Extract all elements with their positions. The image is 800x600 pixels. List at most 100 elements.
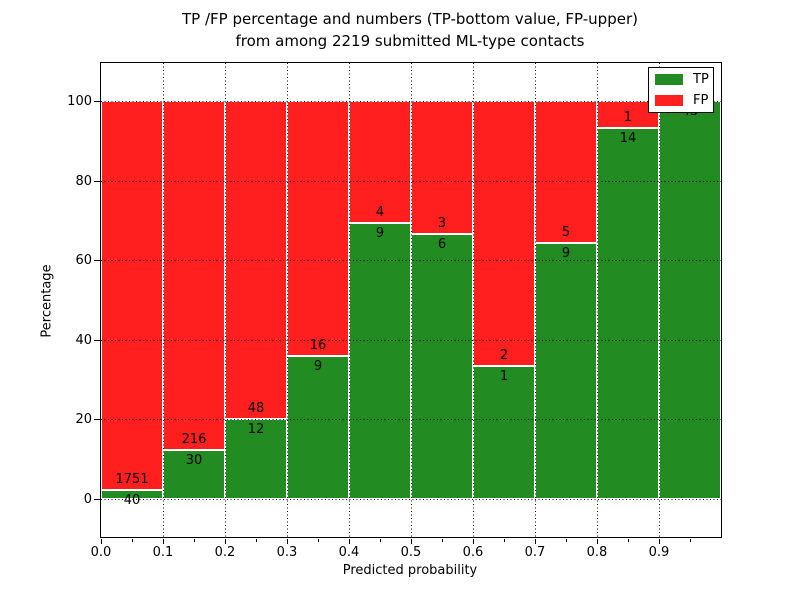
x-axis-tick bbox=[163, 539, 164, 544]
grid-line-horizontal bbox=[101, 419, 721, 421]
x-axis-minor-tick bbox=[318, 539, 319, 542]
y-tick-label: 0 bbox=[83, 492, 92, 507]
y-tick-label: 80 bbox=[75, 173, 92, 189]
x-tick-label: 0.8 bbox=[586, 545, 608, 560]
fp-legend-swatch bbox=[655, 95, 683, 106]
tp-bar bbox=[535, 243, 597, 499]
tp-bar bbox=[411, 233, 473, 499]
y-tick-label: 60 bbox=[75, 253, 92, 269]
grid-line-horizontal bbox=[101, 180, 721, 182]
tp-bar bbox=[349, 223, 411, 499]
fp-bar bbox=[287, 101, 349, 356]
grid-line-vertical bbox=[410, 63, 412, 537]
x-axis-minor-tick bbox=[132, 539, 133, 542]
x-axis-minor-tick bbox=[690, 539, 691, 542]
bar-count-label-tp: 14 bbox=[619, 130, 637, 146]
grid-line-horizontal bbox=[101, 339, 721, 341]
bar-count-label-tp: 30 bbox=[185, 453, 203, 469]
grid-line-vertical bbox=[596, 63, 598, 537]
y-tick-label: 20 bbox=[75, 412, 92, 428]
plot-area: TP FP 1751402163048121694936215911443 bbox=[100, 62, 722, 538]
tp-bar bbox=[597, 127, 659, 499]
y-axis-tick bbox=[94, 180, 100, 182]
bar-count-label-fp: 2 bbox=[499, 348, 509, 364]
bar-count-label-fp: 16 bbox=[309, 337, 327, 353]
x-tick-label: 0.3 bbox=[276, 545, 298, 560]
x-axis-minor-tick bbox=[256, 539, 257, 542]
y-axis-tick bbox=[94, 419, 100, 421]
x-tick-label: 0.6 bbox=[462, 545, 484, 560]
x-tick-label: 0.9 bbox=[648, 545, 670, 560]
x-axis-label: Predicted probability bbox=[342, 563, 478, 578]
bar-count-label-fp: 1751 bbox=[115, 472, 149, 488]
legend: TP FP bbox=[648, 67, 714, 113]
bar-count-label-tp: 9 bbox=[375, 226, 385, 242]
grid-line-vertical bbox=[348, 63, 350, 537]
grid-line-vertical bbox=[658, 63, 660, 537]
fp-bar bbox=[163, 101, 225, 451]
x-axis-tick bbox=[535, 539, 536, 544]
grid-line-horizontal bbox=[101, 499, 721, 500]
legend-item-tp: TP bbox=[649, 70, 713, 89]
y-axis-tick bbox=[94, 499, 100, 500]
fp-bar bbox=[101, 101, 163, 491]
tp-bar bbox=[473, 366, 535, 499]
grid-line-vertical bbox=[472, 63, 474, 537]
x-axis-tick bbox=[411, 539, 412, 544]
bar-count-label-tp: 1 bbox=[499, 369, 509, 385]
bar-count-label-tp: 9 bbox=[313, 358, 323, 374]
chart-title-line-1: TP /FP percentage and numbers (TP-bottom… bbox=[182, 10, 638, 28]
y-axis-tick bbox=[94, 101, 100, 102]
bar-count-label-tp: 6 bbox=[437, 236, 447, 252]
grid-line-vertical bbox=[224, 63, 226, 537]
x-axis-tick bbox=[659, 539, 660, 544]
grid-line-horizontal bbox=[101, 101, 721, 102]
x-tick-label: 0.2 bbox=[214, 545, 236, 560]
y-tick-label: 100 bbox=[67, 94, 92, 109]
x-tick-label: 0.7 bbox=[524, 545, 546, 560]
legend-item-fp: FP bbox=[649, 91, 713, 110]
bar-count-label-tp: 9 bbox=[561, 246, 571, 262]
bar-count-label-fp: 48 bbox=[247, 401, 265, 417]
tp-legend-label: TP bbox=[693, 72, 709, 87]
grid-line-horizontal bbox=[101, 260, 721, 262]
bar-count-label-fp: 4 bbox=[375, 205, 385, 221]
x-tick-label: 0.4 bbox=[338, 545, 360, 560]
x-axis-tick bbox=[473, 539, 474, 544]
x-axis-tick bbox=[225, 539, 226, 544]
x-axis-minor-tick bbox=[442, 539, 443, 542]
x-axis-minor-tick bbox=[194, 539, 195, 542]
fp-bar bbox=[473, 101, 535, 367]
tp-legend-swatch bbox=[655, 74, 683, 85]
bar-count-label-fp: 216 bbox=[181, 432, 207, 448]
x-tick-label: 0.5 bbox=[400, 545, 422, 560]
tp-bar bbox=[287, 355, 349, 499]
bar-count-label-fp: 5 bbox=[561, 225, 571, 241]
fp-bar bbox=[411, 101, 473, 234]
y-axis-tick bbox=[94, 339, 100, 341]
x-axis-tick bbox=[597, 539, 598, 544]
x-axis-minor-tick bbox=[504, 539, 505, 542]
x-axis-minor-tick bbox=[628, 539, 629, 542]
chart-title-line-2: from among 2219 submitted ML-type contac… bbox=[235, 32, 585, 50]
y-axis-label: Percentage bbox=[39, 264, 55, 338]
x-axis-minor-tick bbox=[566, 539, 567, 542]
grid-line-vertical bbox=[162, 63, 164, 537]
fp-bar bbox=[535, 101, 597, 244]
x-axis-tick bbox=[349, 539, 350, 544]
bar-count-label-fp: 1 bbox=[623, 109, 633, 125]
grid-line-vertical bbox=[534, 63, 536, 537]
bar-count-label-tp: 12 bbox=[247, 422, 265, 438]
fp-legend-label: FP bbox=[693, 93, 709, 108]
y-axis-tick bbox=[94, 260, 100, 262]
bar-count-label-fp: 3 bbox=[437, 215, 447, 231]
tp-bar bbox=[659, 101, 721, 499]
x-axis-minor-tick bbox=[380, 539, 381, 542]
y-tick-label: 40 bbox=[75, 332, 92, 348]
grid-line-vertical bbox=[286, 63, 288, 537]
x-axis-tick bbox=[101, 539, 102, 544]
x-tick-label: 0.1 bbox=[152, 545, 174, 560]
x-tick-label: 0.0 bbox=[90, 545, 112, 560]
bar-count-label-tp: 40 bbox=[123, 493, 141, 509]
